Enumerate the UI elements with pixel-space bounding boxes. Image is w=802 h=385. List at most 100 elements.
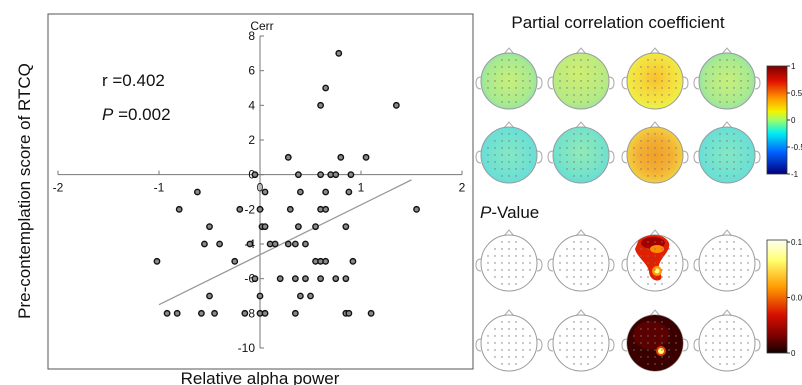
p-value-topomap <box>547 309 615 372</box>
correlation-topomap <box>621 121 689 184</box>
data-point <box>367 309 375 317</box>
data-point <box>206 223 213 231</box>
scatter-points <box>153 49 420 317</box>
correlation-topomap <box>693 121 761 184</box>
data-point <box>256 205 264 213</box>
correlation-topomap <box>547 121 615 184</box>
colorbar-tick-label: 0.5 <box>791 89 802 98</box>
correlation-colorbar <box>766 65 788 175</box>
correlation-topomap <box>621 47 689 110</box>
data-point <box>291 275 299 283</box>
data-point <box>251 171 259 179</box>
data-point <box>335 49 343 57</box>
x-tick-label: -1 <box>154 181 165 195</box>
data-point <box>286 205 294 213</box>
y-tick-label: -8 <box>244 306 255 320</box>
p-annotation: P =0.002 <box>102 105 171 124</box>
p-value-topomap <box>693 309 761 372</box>
data-point <box>261 309 269 317</box>
axis-title: Cerr <box>250 19 273 33</box>
correlation-topomap <box>547 47 615 110</box>
p-value-topomap <box>621 229 689 292</box>
data-point <box>392 101 400 109</box>
colorbar-tick-label: 0 <box>791 116 796 125</box>
partial-correlation-panel: Partial correlation coefficient 1 0.5 0 -0.… <box>475 13 802 184</box>
data-point <box>198 309 205 317</box>
correlation-topomaps <box>475 47 761 184</box>
data-point <box>317 275 324 283</box>
x-tick-label: 0 <box>257 181 264 195</box>
data-point <box>276 275 284 283</box>
data-point <box>211 309 218 317</box>
y-tick-label: 4 <box>248 98 255 112</box>
data-point <box>332 275 340 283</box>
data-point <box>175 205 183 213</box>
data-point <box>271 240 279 248</box>
y-tick-label: -6 <box>244 272 255 286</box>
data-point <box>302 275 309 283</box>
data-point <box>332 171 340 179</box>
p-annotation-letter: P <box>102 105 114 124</box>
data-point <box>296 188 304 196</box>
data-point <box>337 153 345 161</box>
data-point <box>347 171 355 179</box>
y-tick-label: -10 <box>238 341 256 355</box>
partial-correlation-title: Partial correlation coefficient <box>511 13 725 32</box>
data-point <box>294 223 302 231</box>
colorbar-tick-label: 0.1 <box>791 238 802 247</box>
y-tick-label: 6 <box>248 64 255 78</box>
y-tick-label: 2 <box>248 133 255 147</box>
colorbar-tick-label: -1 <box>791 170 799 179</box>
colorbar-tick-label: 0.05 <box>791 294 802 303</box>
data-point <box>236 205 244 213</box>
data-point <box>302 240 309 248</box>
correlation-topomap <box>693 47 761 110</box>
data-point <box>322 205 330 213</box>
x-axis-label: Relative alpha power <box>181 369 340 385</box>
data-point <box>216 240 224 248</box>
x-tick-label: 2 <box>459 181 466 195</box>
x-tick-label: 1 <box>358 181 365 195</box>
data-point <box>206 292 213 300</box>
p-value-topomaps <box>475 229 761 372</box>
correlation-topomap <box>475 47 543 110</box>
data-point <box>256 292 264 300</box>
data-point <box>294 171 302 179</box>
p-value-title-letter: P <box>480 203 492 222</box>
data-point <box>362 153 370 161</box>
data-point <box>284 153 292 161</box>
r-annotation: r =0.402 <box>102 71 165 90</box>
data-point <box>284 240 292 248</box>
y-tick-label: -2 <box>244 202 255 216</box>
data-point <box>317 171 324 179</box>
p-value-colorbar-ticks: 0.1 0.05 0 <box>787 238 802 358</box>
data-point <box>153 257 161 265</box>
data-point <box>201 240 208 248</box>
colorbar-tick-label: 1 <box>791 62 796 71</box>
p-value-title-rest: -Value <box>491 203 539 222</box>
y-tick-label: 8 <box>248 29 255 43</box>
data-point <box>261 188 269 196</box>
data-point <box>342 223 350 231</box>
data-point <box>349 257 357 265</box>
correlation-topomap <box>475 121 543 184</box>
data-point <box>193 188 201 196</box>
data-point <box>345 309 353 317</box>
p-value-topomap <box>475 229 543 292</box>
data-point <box>246 240 254 248</box>
p-value-colorbar <box>766 239 788 354</box>
data-point <box>307 292 314 300</box>
p-annotation-value: =0.002 <box>113 105 170 124</box>
regression-line <box>158 179 412 306</box>
colorbar-tick-label: -0.5 <box>791 143 802 152</box>
p-value-title: P-Value <box>480 203 539 222</box>
p-value-topomap <box>621 309 689 372</box>
data-point <box>317 101 324 109</box>
data-point <box>413 205 420 213</box>
data-point <box>322 84 330 92</box>
x-ticks: -2 -1 0 1 2 <box>53 170 466 195</box>
p-value-topomap <box>475 309 543 372</box>
p-value-topomap <box>547 229 615 292</box>
